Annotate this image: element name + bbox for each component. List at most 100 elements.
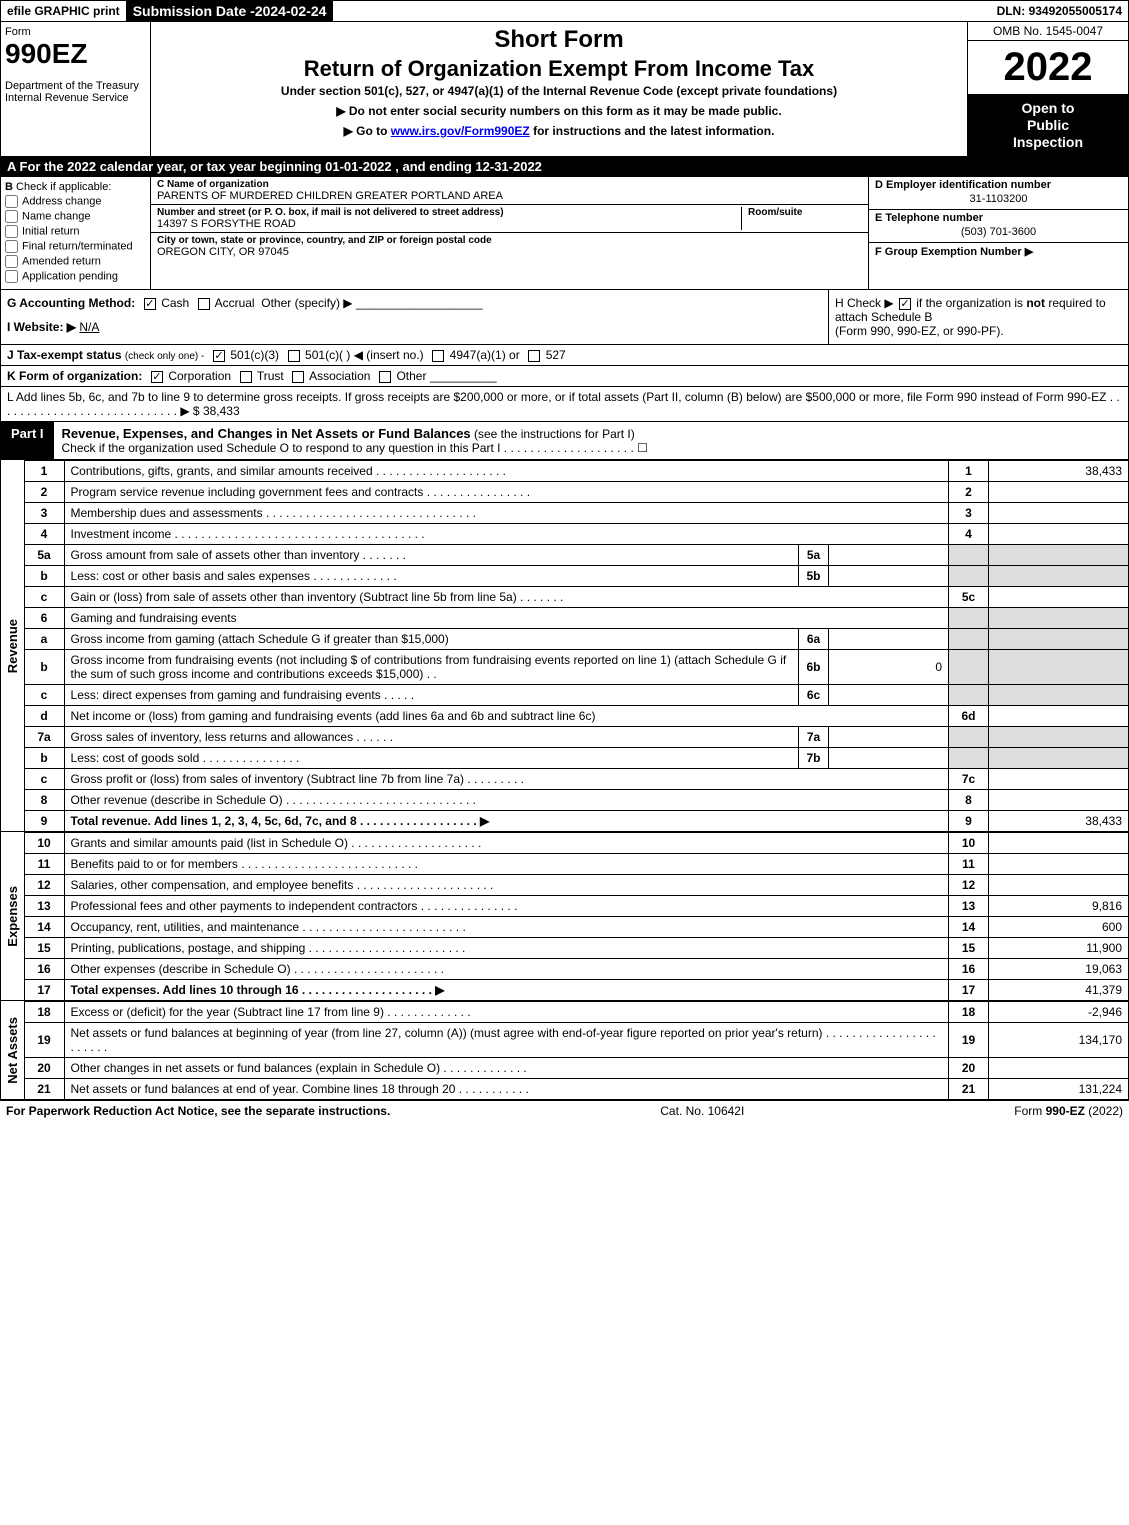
form-label: Form: [5, 26, 146, 38]
section-def: D Employer identification number 31-1103…: [868, 177, 1128, 289]
header-mid: Short Form Return of Organization Exempt…: [151, 22, 968, 156]
expenses-table: 10Grants and similar amounts paid (list …: [24, 832, 1129, 1001]
submission-date-pill: Submission Date - 2024-02-24: [127, 1, 334, 21]
checkbox-amended-return[interactable]: Amended return: [5, 255, 146, 268]
checkbox-corporation[interactable]: [151, 371, 163, 383]
ein-label: D Employer identification number: [875, 179, 1122, 191]
tax-year: 2022: [968, 41, 1128, 94]
section-c: C Name of organization PARENTS OF MURDER…: [151, 177, 868, 289]
info-block: B Check if applicable: Address change Na…: [0, 177, 1129, 290]
checkbox-other-org[interactable]: [379, 371, 391, 383]
checkbox-accrual[interactable]: [198, 298, 210, 310]
section-g: G Accounting Method: Cash Accrual Other …: [1, 290, 828, 344]
line-13: 13Professional fees and other payments t…: [24, 896, 1128, 917]
street-value: 14397 S FORSYTHE ROAD: [157, 218, 735, 230]
line-8: 8Other revenue (describe in Schedule O) …: [24, 790, 1128, 811]
street-label: Number and street (or P. O. box, if mail…: [157, 207, 735, 218]
line-5c: cGain or (loss) from sale of assets othe…: [24, 587, 1128, 608]
phone-value: (503) 701-3600: [875, 224, 1122, 240]
line-19: 19Net assets or fund balances at beginni…: [24, 1023, 1128, 1058]
line-16: 16Other expenses (describe in Schedule O…: [24, 959, 1128, 980]
net-assets-section: Net Assets 18Excess or (deficit) for the…: [0, 1001, 1129, 1100]
line-21: 21Net assets or fund balances at end of …: [24, 1079, 1128, 1100]
line-15: 15Printing, publications, postage, and s…: [24, 938, 1128, 959]
checkbox-final-return[interactable]: Final return/terminated: [5, 240, 146, 253]
line-9: 9Total revenue. Add lines 1, 2, 3, 4, 5c…: [24, 811, 1128, 832]
line-5a: 5aGross amount from sale of assets other…: [24, 545, 1128, 566]
line-6c: cLess: direct expenses from gaming and f…: [24, 685, 1128, 706]
line-6d: dNet income or (loss) from gaming and fu…: [24, 706, 1128, 727]
cat-number: Cat. No. 10642I: [660, 1104, 744, 1118]
form-header: Form 990EZ Department of the Treasury In…: [0, 22, 1129, 157]
revenue-table: 1Contributions, gifts, grants, and simil…: [24, 460, 1129, 832]
page-footer: For Paperwork Reduction Act Notice, see …: [0, 1100, 1129, 1121]
line-11: 11Benefits paid to or for members . . . …: [24, 854, 1128, 875]
line-6b: bGross income from fundraising events (n…: [24, 650, 1128, 685]
checkbox-trust[interactable]: [240, 371, 252, 383]
line-2: 2Program service revenue including gover…: [24, 482, 1128, 503]
expenses-section: Expenses 10Grants and similar amounts pa…: [0, 832, 1129, 1001]
line-10: 10Grants and similar amounts paid (list …: [24, 833, 1128, 854]
group-exemption-label: F Group Exemption Number ▶: [875, 245, 1122, 258]
revenue-label: Revenue: [0, 460, 24, 832]
line-17: 17Total expenses. Add lines 10 through 1…: [24, 980, 1128, 1001]
checkbox-501c[interactable]: [288, 350, 300, 362]
header-right: OMB No. 1545-0047 2022 Open to Public In…: [968, 22, 1128, 156]
section-i: I Website: ▶ N/A: [7, 320, 822, 334]
section-h: H Check ▶ if the organization is not req…: [828, 290, 1128, 344]
checkbox-association[interactable]: [292, 371, 304, 383]
form-number: 990EZ: [5, 38, 146, 70]
short-form-title: Short Form: [159, 26, 959, 54]
checkbox-cash[interactable]: [144, 298, 156, 310]
return-title: Return of Organization Exempt From Incom…: [159, 56, 959, 82]
form-footer-label: Form 990-EZ (2022): [1014, 1104, 1123, 1118]
line-7a: 7aGross sales of inventory, less returns…: [24, 727, 1128, 748]
subtitle: Under section 501(c), 527, or 4947(a)(1)…: [159, 84, 959, 98]
section-a-calendar-year: A For the 2022 calendar year, or tax yea…: [0, 157, 1129, 177]
line-5b: bLess: cost or other basis and sales exp…: [24, 566, 1128, 587]
checkbox-initial-return[interactable]: Initial return: [5, 225, 146, 238]
dept-irs: Internal Revenue Service: [5, 92, 146, 104]
checkbox-application-pending[interactable]: Application pending: [5, 270, 146, 283]
top-bar: efile GRAPHIC print Submission Date - 20…: [0, 0, 1129, 22]
org-name: PARENTS OF MURDERED CHILDREN GREATER POR…: [157, 190, 862, 202]
group-exemption-value: [875, 258, 1122, 262]
ein-value: 31-1103200: [875, 191, 1122, 207]
omb-number: OMB No. 1545-0047: [968, 22, 1128, 41]
checkbox-4947[interactable]: [432, 350, 444, 362]
gross-receipts-value: 38,433: [203, 404, 240, 418]
checkbox-501c3[interactable]: [213, 350, 225, 362]
line-12: 12Salaries, other compensation, and empl…: [24, 875, 1128, 896]
dept-treasury: Department of the Treasury: [5, 80, 146, 92]
line-3: 3Membership dues and assessments . . . .…: [24, 503, 1128, 524]
section-b: B Check if applicable: Address change Na…: [1, 177, 151, 289]
part-1-title: Revenue, Expenses, and Changes in Net As…: [54, 422, 1128, 459]
checkbox-527[interactable]: [528, 350, 540, 362]
expenses-label: Expenses: [0, 832, 24, 1001]
line-7b: bLess: cost of goods sold . . . . . . . …: [24, 748, 1128, 769]
room-label: Room/suite: [748, 207, 862, 218]
efile-label: efile GRAPHIC print: [1, 1, 127, 21]
row-gh: G Accounting Method: Cash Accrual Other …: [0, 290, 1129, 345]
section-j: J Tax-exempt status (check only one) - 5…: [0, 345, 1129, 366]
line-20: 20Other changes in net assets or fund ba…: [24, 1058, 1128, 1079]
section-k: K Form of organization: Corporation Trus…: [0, 366, 1129, 387]
website-value: N/A: [79, 320, 99, 334]
dln-label: DLN: 93492055005174: [991, 1, 1128, 21]
checkbox-schedule-b[interactable]: [899, 298, 911, 310]
checkbox-address-change[interactable]: Address change: [5, 195, 146, 208]
org-name-label: C Name of organization: [157, 179, 862, 190]
line-6a: aGross income from gaming (attach Schedu…: [24, 629, 1128, 650]
line-18: 18Excess or (deficit) for the year (Subt…: [24, 1002, 1128, 1023]
part-1-header: Part I Revenue, Expenses, and Changes in…: [0, 422, 1129, 460]
checkbox-name-change[interactable]: Name change: [5, 210, 146, 223]
header-left: Form 990EZ Department of the Treasury In…: [1, 22, 151, 156]
paperwork-notice: For Paperwork Reduction Act Notice, see …: [6, 1104, 390, 1118]
city-label: City or town, state or province, country…: [157, 235, 862, 246]
part-1-tab: Part I: [1, 422, 54, 459]
net-assets-table: 18Excess or (deficit) for the year (Subt…: [24, 1001, 1129, 1100]
part-1-check-o: Check if the organization used Schedule …: [62, 441, 648, 455]
irs-link[interactable]: www.irs.gov/Form990EZ: [391, 124, 530, 138]
line-7c: cGross profit or (loss) from sales of in…: [24, 769, 1128, 790]
ssn-warning: ▶ Do not enter social security numbers o…: [159, 104, 959, 118]
